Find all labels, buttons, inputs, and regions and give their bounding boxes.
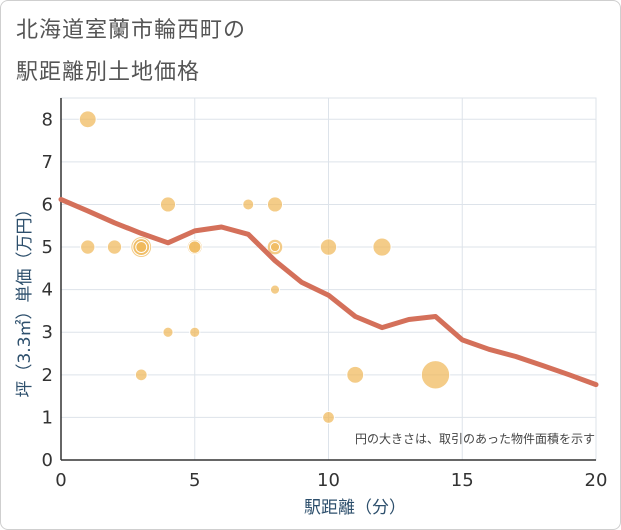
- x-tick-label: 20: [585, 470, 608, 491]
- scatter-point: [135, 241, 148, 254]
- y-tick-label: 2: [42, 365, 53, 386]
- chart-title-line-1: 北海道室蘭市輪西町の: [16, 18, 247, 43]
- scatter-point: [189, 326, 201, 338]
- x-tick-label: 5: [189, 470, 200, 491]
- scatter-point: [188, 240, 202, 254]
- x-tick-label: 10: [317, 470, 340, 491]
- scatter-point: [134, 368, 148, 382]
- scatter-point: [372, 237, 392, 257]
- scatter-point: [78, 110, 97, 129]
- scatter-point: [106, 239, 123, 255]
- trend-layer: [58, 196, 599, 388]
- scatter-point: [159, 196, 177, 213]
- scatter-point: [242, 198, 255, 211]
- bubble-layer: [78, 110, 451, 424]
- x-tick-label: 15: [451, 470, 474, 491]
- y-tick-label: 8: [42, 109, 53, 130]
- scatter-point: [322, 411, 335, 424]
- y-tick-label: 1: [42, 407, 53, 428]
- tick-labels: 0 1 2 3 4 5 6 7 8 0 5 10 15 20: [42, 109, 608, 491]
- scatter-point: [266, 196, 284, 213]
- trend-line: [58, 196, 599, 388]
- scatter-point: [420, 360, 451, 390]
- y-tick-label: 5: [42, 237, 53, 258]
- x-tick-label: 0: [55, 470, 66, 491]
- y-tick-label: 7: [42, 152, 53, 173]
- y-axis-label: 坪（3.3㎡）単価（万円）: [15, 200, 35, 397]
- scatter-point: [269, 241, 281, 253]
- scatter-point: [80, 239, 96, 255]
- y-tick-label: 0: [42, 450, 53, 471]
- y-tick-label: 3: [42, 322, 53, 343]
- chart-title-line-2: 駅距離別土地価格: [16, 60, 201, 85]
- x-axis-label: 駅距離（分）: [304, 498, 406, 518]
- grid-lines: [60, 97, 597, 461]
- scatter-point: [346, 365, 365, 384]
- y-tick-label: 4: [42, 280, 53, 301]
- scatter-point: [319, 238, 338, 256]
- bubble-size-note: 円の大きさは、取引のあった物件面積を示す: [355, 431, 595, 446]
- scatter-point: [162, 326, 174, 338]
- y-tick-label: 6: [42, 194, 53, 215]
- scatter-point: [269, 284, 281, 295]
